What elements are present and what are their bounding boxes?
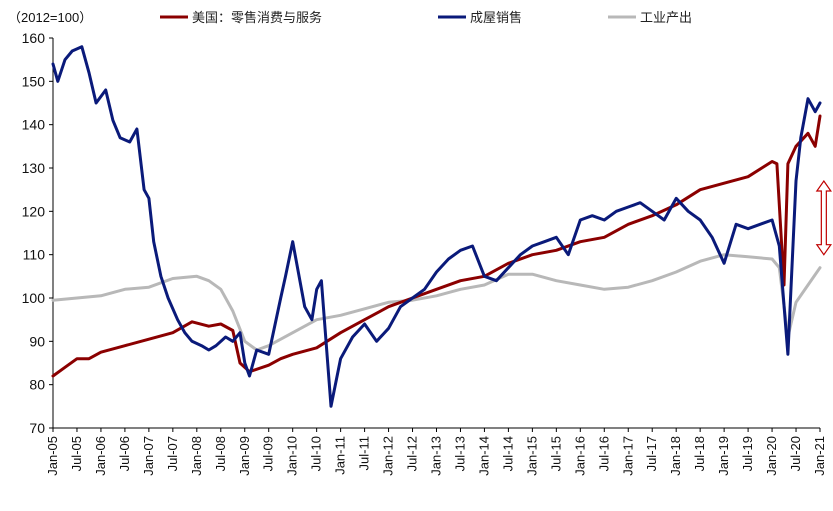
- legend: 美国：零售消费与服务 成屋销售 工业产出: [160, 10, 692, 26]
- x-tick-label: Jul-10: [309, 436, 324, 471]
- x-tick-label: Jul-06: [117, 436, 132, 471]
- x-tick-label: Jul-08: [213, 436, 228, 471]
- x-tick-label: Jul-13: [452, 436, 467, 471]
- x-tick-label: Jul-16: [596, 436, 611, 471]
- x-tick-label: Jul-05: [69, 436, 84, 471]
- annotation-layer: [815, 179, 832, 256]
- x-tick-label: Jul-11: [357, 436, 372, 470]
- double-arrow-annotation: [815, 179, 832, 256]
- x-tick-label: Jul-19: [740, 436, 755, 471]
- x-tick-label: Jan-08: [189, 436, 204, 476]
- y-tick-label: 150: [22, 73, 46, 89]
- y-tick-label: 110: [23, 247, 46, 263]
- x-tick-label: Jan-10: [285, 436, 300, 476]
- x-tick-label: Jul-15: [548, 436, 563, 471]
- series-line-0: [51, 114, 822, 378]
- x-tick-label: Jan-18: [668, 436, 683, 476]
- y-tick-label: 130: [22, 160, 46, 176]
- y-tick-label: 120: [22, 203, 46, 219]
- legend-label-industrial: 工业产出: [640, 11, 692, 26]
- series-line-2: [51, 253, 822, 352]
- x-tick-label: Jul-14: [500, 436, 515, 471]
- x-tick-label: Jan-14: [476, 436, 491, 476]
- x-tick-label: Jul-07: [165, 436, 180, 471]
- x-tick-label: Jul-17: [644, 436, 659, 471]
- x-tick-label: Jan-11: [333, 436, 348, 475]
- x-tick-label: Jan-07: [141, 436, 156, 476]
- unit-label: （2012=100）: [8, 10, 92, 25]
- x-tick-label: Jan-13: [429, 436, 444, 476]
- y-tick-label: 100: [22, 290, 46, 306]
- x-tick-label: Jan-12: [381, 436, 396, 476]
- series-layer: [51, 45, 822, 408]
- x-tick-label: Jan-15: [524, 436, 539, 476]
- x-tick-label: Jan-20: [764, 436, 779, 476]
- x-tick-label: Jan-05: [45, 436, 60, 476]
- x-tick-label: Jul-20: [788, 436, 803, 471]
- y-tick-label: 90: [29, 333, 45, 349]
- x-tick-label: Jan-21: [812, 436, 827, 476]
- y-tick-label: 140: [22, 117, 46, 133]
- legend-label-home-sales: 成屋销售: [470, 10, 522, 26]
- x-tick-label: Jul-18: [692, 436, 707, 471]
- x-tick-label: Jan-16: [572, 436, 587, 476]
- y-tick-label: 160: [22, 30, 46, 46]
- legend-label-retail: 美国：零售消费与服务: [192, 10, 322, 26]
- x-tick-label: Jul-12: [405, 436, 420, 471]
- x-tick-label: Jan-17: [620, 436, 635, 476]
- axes: 70 80 90 100 110 120 130 140 150 160 Jan-05 Jul-05 J…: [22, 30, 827, 476]
- x-tick-label: Jan-09: [237, 436, 252, 476]
- series-line-1: [51, 45, 822, 408]
- y-tick-label: 80: [29, 377, 45, 393]
- x-tick-label: Jan-19: [716, 436, 731, 476]
- x-tick-label: Jul-09: [261, 436, 276, 471]
- y-tick-label: 70: [29, 420, 45, 436]
- x-tick-label: Jan-06: [93, 436, 108, 476]
